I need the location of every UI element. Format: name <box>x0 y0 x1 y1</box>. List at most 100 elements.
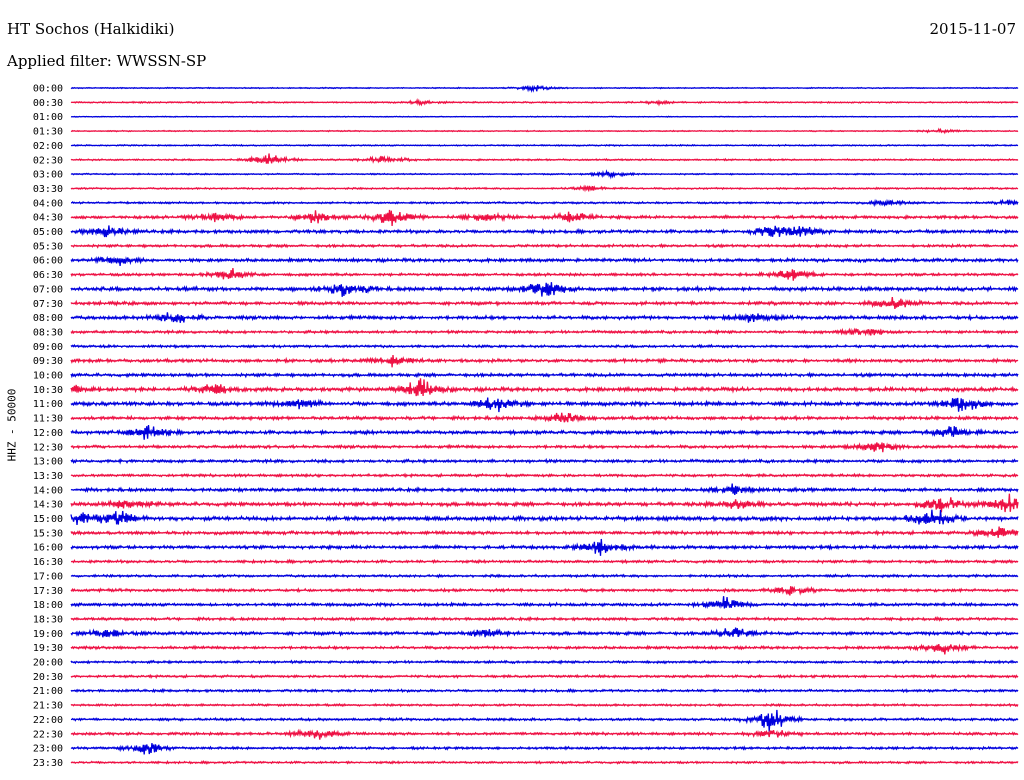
trace-line <box>70 643 1019 655</box>
trace-line <box>70 209 1019 226</box>
trace-line <box>70 509 1019 525</box>
trace-line <box>70 143 1019 148</box>
time-label: 07:30 <box>33 299 63 310</box>
time-label: 00:00 <box>33 84 63 95</box>
trace-line <box>70 378 1019 397</box>
time-label: 03:30 <box>33 184 63 195</box>
time-label: 05:00 <box>33 227 63 238</box>
trace-line <box>70 312 1019 323</box>
trace-line <box>70 483 1019 496</box>
time-label: 04:00 <box>33 198 63 209</box>
trace-line <box>70 115 1019 118</box>
time-label: 04:30 <box>33 213 63 224</box>
trace-line <box>70 659 1019 665</box>
time-label: 01:00 <box>33 112 63 123</box>
time-label: 01:30 <box>33 127 63 138</box>
time-label: 00:30 <box>33 98 63 109</box>
trace-line <box>70 268 1019 281</box>
trace-line <box>70 371 1019 379</box>
time-label: 20:00 <box>33 658 63 669</box>
time-label: 09:30 <box>33 356 63 367</box>
trace-line <box>70 687 1019 694</box>
trace-line <box>70 184 1019 193</box>
time-label: 12:30 <box>33 442 63 453</box>
trace-line <box>70 169 1019 180</box>
trace-line <box>70 282 1019 297</box>
time-label: 08:00 <box>33 313 63 324</box>
trace-line <box>70 538 1019 556</box>
time-label: 10:00 <box>33 371 63 382</box>
trace-line <box>70 84 1019 94</box>
trace-line <box>70 615 1019 623</box>
trace-line <box>70 424 1019 440</box>
trace-line <box>70 397 1019 413</box>
trace-line <box>70 255 1019 266</box>
trace-line <box>70 585 1019 596</box>
time-label: 09:00 <box>33 342 63 353</box>
time-label: 08:30 <box>33 327 63 338</box>
trace-line <box>70 759 1019 765</box>
trace-line <box>70 412 1019 423</box>
date-label: 2015-11-07 <box>929 20 1016 38</box>
trace-line <box>70 573 1019 579</box>
time-label: 13:30 <box>33 471 63 482</box>
time-label: 13:00 <box>33 457 63 468</box>
time-label: 21:00 <box>33 686 63 697</box>
trace-line <box>70 673 1019 680</box>
trace-line <box>70 127 1019 135</box>
trace-line <box>70 526 1019 539</box>
time-label: 14:30 <box>33 500 63 511</box>
time-label: 11:30 <box>33 414 63 425</box>
trace-line <box>70 493 1019 513</box>
time-label: 07:00 <box>33 284 63 295</box>
time-label: 14:00 <box>33 485 63 496</box>
trace-line <box>70 343 1019 350</box>
trace-line <box>70 242 1019 249</box>
time-label: 02:00 <box>33 141 63 152</box>
trace-line <box>70 596 1019 609</box>
trace-line <box>70 472 1019 479</box>
time-label: 17:30 <box>33 586 63 597</box>
trace-line <box>70 627 1019 638</box>
trace-line <box>70 153 1019 164</box>
trace-line <box>70 98 1019 107</box>
time-label: 15:30 <box>33 528 63 539</box>
trace-line <box>70 354 1019 368</box>
time-label: 11:00 <box>33 399 63 410</box>
trace-line <box>70 558 1019 565</box>
time-label: 19:00 <box>33 629 63 640</box>
filter-label: Applied filter: WWSSN-SP <box>7 52 207 70</box>
time-label: 16:00 <box>33 543 63 554</box>
time-label: 22:30 <box>33 729 63 740</box>
trace-line <box>70 709 1019 732</box>
time-label: 16:30 <box>33 557 63 568</box>
time-label: 21:30 <box>33 701 63 712</box>
trace-line <box>70 225 1019 238</box>
time-label: 22:00 <box>33 715 63 726</box>
time-label: 02:30 <box>33 155 63 166</box>
time-label: 19:30 <box>33 643 63 654</box>
trace-line <box>70 442 1019 453</box>
trace-line <box>70 198 1019 208</box>
time-label: 06:00 <box>33 256 63 267</box>
trace-line <box>70 743 1019 755</box>
time-label: 23:30 <box>33 758 63 769</box>
time-label: 18:00 <box>33 600 63 611</box>
trace-line <box>70 728 1019 740</box>
trace-line <box>70 327 1019 337</box>
trace-line <box>70 457 1019 465</box>
time-label: 20:30 <box>33 672 63 683</box>
time-label: 15:00 <box>33 514 63 525</box>
trace-line <box>70 297 1019 310</box>
time-label: 05:30 <box>33 241 63 252</box>
time-label: 03:00 <box>33 170 63 181</box>
trace-line <box>70 702 1019 708</box>
time-label: 18:30 <box>33 614 63 625</box>
time-label: 10:30 <box>33 385 63 396</box>
time-label: 06:30 <box>33 270 63 281</box>
time-label: 17:00 <box>33 571 63 582</box>
time-label: 12:00 <box>33 428 63 439</box>
time-label: 23:00 <box>33 744 63 755</box>
station-title: HT Sochos (Halkidiki) <box>7 20 175 38</box>
